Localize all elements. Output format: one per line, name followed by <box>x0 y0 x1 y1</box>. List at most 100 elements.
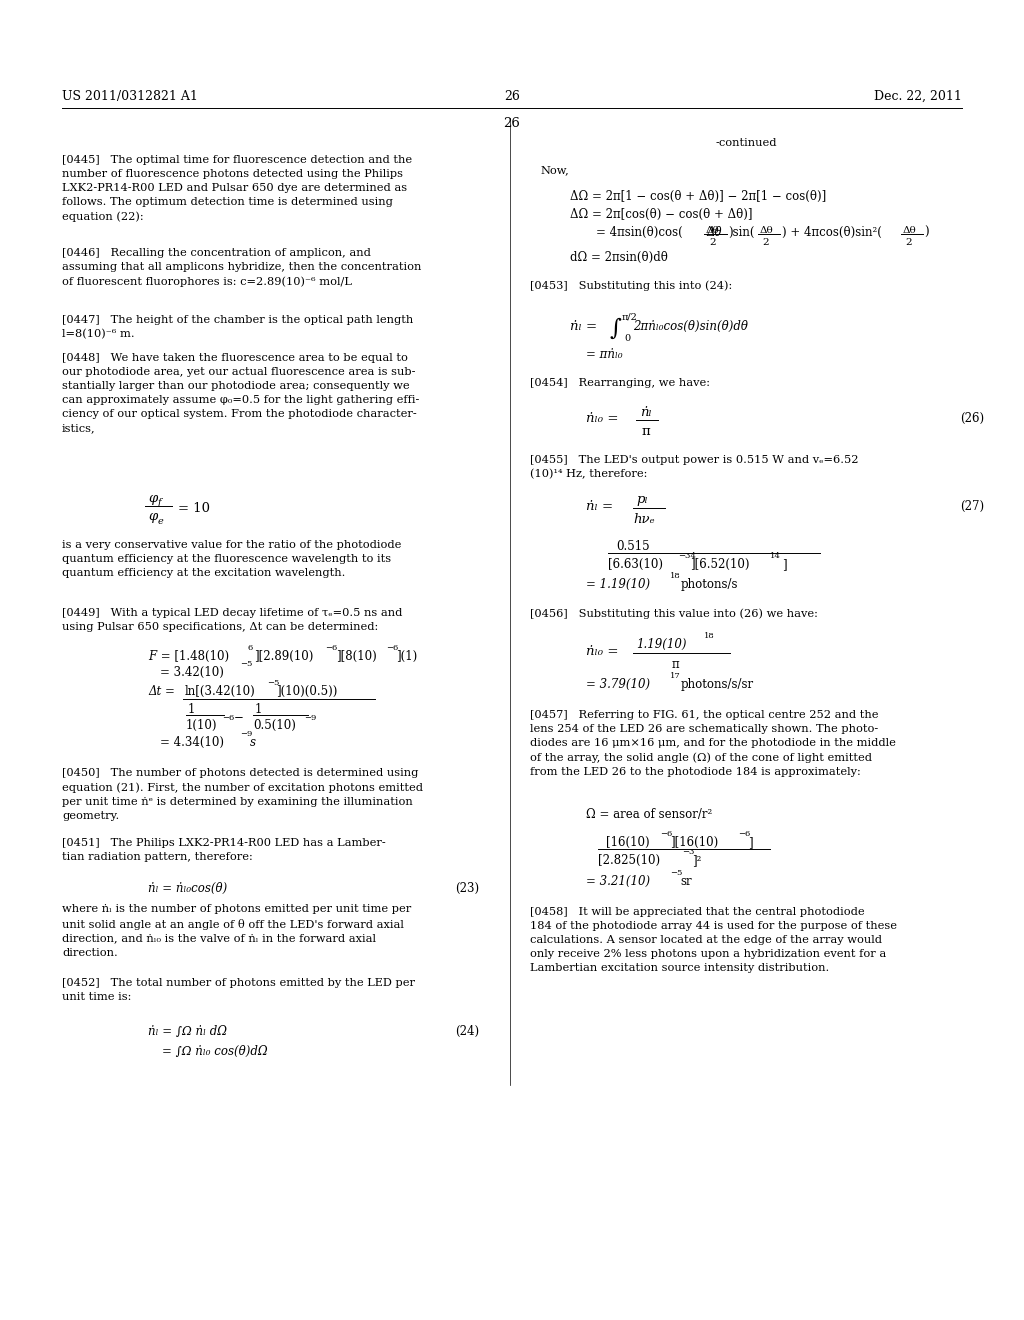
Text: (23): (23) <box>455 882 479 895</box>
Text: Ω = area of sensor/r²: Ω = area of sensor/r² <box>586 808 713 821</box>
Text: e: e <box>158 517 164 525</box>
Text: ṅₗ = ∫Ω ṅₗ dΩ: ṅₗ = ∫Ω ṅₗ dΩ <box>148 1026 227 1038</box>
Text: [0457]   Referring to FIG. 61, the optical centre 252 and the
lens 254 of the LE: [0457] Referring to FIG. 61, the optical… <box>530 710 896 777</box>
Text: [0450]   The number of photons detected is determined using
equation (21). First: [0450] The number of photons detected is… <box>62 768 423 821</box>
Text: π: π <box>672 657 680 671</box>
Text: [0447]   The height of the chamber is the optical path length
l=8(10)⁻⁶ m.: [0447] The height of the chamber is the … <box>62 315 414 339</box>
Text: [0449]   With a typical LED decay lifetime of τₑ=0.5 ns and
using Pulsar 650 spe: [0449] With a typical LED decay lifetime… <box>62 609 402 632</box>
Text: 14: 14 <box>770 552 781 560</box>
Text: 2: 2 <box>762 238 769 247</box>
Text: ṅₗ = ṅₗ₀cos(θ): ṅₗ = ṅₗ₀cos(θ) <box>148 882 227 895</box>
Text: = 10: = 10 <box>178 502 210 515</box>
Text: 1: 1 <box>255 704 262 715</box>
Text: (27): (27) <box>961 500 984 513</box>
Text: ): ) <box>924 226 929 239</box>
Text: hνₑ: hνₑ <box>633 513 654 525</box>
Text: [0452]   The total number of photons emitted by the LED per
unit time is:: [0452] The total number of photons emitt… <box>62 978 415 1002</box>
Text: [0456]   Substituting this value into (26) we have:: [0456] Substituting this value into (26)… <box>530 609 818 619</box>
Text: ṅₗ₀ =: ṅₗ₀ = <box>586 645 618 657</box>
Text: [0445]   The optimal time for fluorescence detection and the
number of fluoresce: [0445] The optimal time for fluorescence… <box>62 154 412 222</box>
Text: sr: sr <box>680 875 691 888</box>
Text: 26: 26 <box>504 117 520 129</box>
Text: = 3.42(10): = 3.42(10) <box>160 667 224 678</box>
Text: f: f <box>158 498 162 507</box>
Text: ΔΩ = 2π[cos(θ) − cos(θ + Δθ)]: ΔΩ = 2π[cos(θ) − cos(θ + Δθ)] <box>570 209 753 220</box>
Text: 1(10): 1(10) <box>186 719 217 733</box>
Text: ](1): ](1) <box>396 649 417 663</box>
Text: 0.5(10): 0.5(10) <box>253 719 296 733</box>
Text: photons/s/sr: photons/s/sr <box>681 678 754 690</box>
Text: 18: 18 <box>705 632 715 640</box>
Text: 0: 0 <box>624 334 630 343</box>
Text: ][8(10): ][8(10) <box>336 649 377 663</box>
Text: (24): (24) <box>455 1026 479 1038</box>
Text: ΔΩ = 2π[1 − cos(θ + Δθ)] − 2π[1 − cos(θ)]: ΔΩ = 2π[1 − cos(θ + Δθ)] − 2π[1 − cos(θ)… <box>570 190 826 203</box>
Text: [6.63(10): [6.63(10) <box>608 558 663 572</box>
Text: = 3.21(10): = 3.21(10) <box>586 875 650 888</box>
Text: [0454]   Rearranging, we have:: [0454] Rearranging, we have: <box>530 378 710 388</box>
Text: −3: −3 <box>682 847 694 855</box>
Text: Δθ: Δθ <box>706 226 722 239</box>
Text: −6: −6 <box>738 830 751 838</box>
Text: ṅₗ =: ṅₗ = <box>586 500 613 513</box>
Text: φ: φ <box>148 492 158 506</box>
Text: Now,: Now, <box>540 165 568 176</box>
Text: [0451]   The Philips LXK2-PR14-R00 LED has a Lamber-
tian radiation pattern, the: [0451] The Philips LXK2-PR14-R00 LED has… <box>62 838 386 862</box>
Text: = 3.79(10): = 3.79(10) <box>586 678 650 690</box>
Text: ṅₗ: ṅₗ <box>640 407 651 418</box>
Text: (26): (26) <box>961 412 984 425</box>
Text: [0458]   It will be appreciated that the central photodiode
184 of the photodiod: [0458] It will be appreciated that the c… <box>530 907 897 973</box>
Text: 0.515: 0.515 <box>616 540 649 553</box>
Text: [0453]   Substituting this into (24):: [0453] Substituting this into (24): <box>530 280 732 290</box>
Text: φ: φ <box>148 510 158 523</box>
Text: = ∫Ω ṅₗ₀ cos(θ)dΩ: = ∫Ω ṅₗ₀ cos(θ)dΩ <box>162 1045 267 1059</box>
Text: [16(10): [16(10) <box>606 836 649 849</box>
Text: Δt =: Δt = <box>148 685 175 698</box>
Text: s: s <box>250 737 256 748</box>
Text: −9: −9 <box>240 730 252 738</box>
Text: −6: −6 <box>325 644 337 652</box>
Text: = 1.19(10): = 1.19(10) <box>586 578 650 591</box>
Text: [2.825(10): [2.825(10) <box>598 854 660 867</box>
Text: ]²: ]² <box>692 854 701 867</box>
Text: 1: 1 <box>188 704 196 715</box>
Text: ][2.89(10): ][2.89(10) <box>254 649 313 663</box>
Text: ṅₗ₀ =: ṅₗ₀ = <box>586 412 618 425</box>
Text: 18: 18 <box>670 572 681 579</box>
Text: ]: ] <box>782 558 786 572</box>
Text: where ṅₗ is the number of photons emitted per unit time per
unit solid angle at : where ṅₗ is the number of photons emitte… <box>62 904 412 957</box>
Text: −5: −5 <box>670 869 682 876</box>
Text: ](10)(0.5)): ](10)(0.5)) <box>276 685 337 698</box>
Text: F: F <box>148 649 156 663</box>
Text: −34: −34 <box>678 552 696 560</box>
Text: −6: −6 <box>660 830 672 838</box>
Text: ∫: ∫ <box>610 318 622 341</box>
Text: π: π <box>642 425 650 438</box>
Text: −5: −5 <box>240 660 252 668</box>
Text: 1.19(10): 1.19(10) <box>636 638 686 651</box>
Text: π/2: π/2 <box>622 312 638 321</box>
Text: )sin(: )sin( <box>728 226 755 239</box>
Text: −: − <box>234 710 244 723</box>
Text: 26: 26 <box>504 90 520 103</box>
Text: −6: −6 <box>222 714 234 722</box>
Text: −9: −9 <box>304 714 316 722</box>
Text: Δθ: Δθ <box>760 226 774 235</box>
Text: 2: 2 <box>709 238 716 247</box>
Text: ]: ] <box>748 836 753 849</box>
Text: [0455]   The LED's output power is 0.515 W and vₑ=6.52
(10)¹⁴ Hz, therefore:: [0455] The LED's output power is 0.515 W… <box>530 455 858 479</box>
Text: US 2011/0312821 A1: US 2011/0312821 A1 <box>62 90 198 103</box>
Text: = 4.34(10): = 4.34(10) <box>160 737 224 748</box>
Text: 2πṅₗ₀cos(θ)sin(θ)dθ: 2πṅₗ₀cos(θ)sin(θ)dθ <box>633 319 748 333</box>
Text: pₗ: pₗ <box>636 492 648 506</box>
Text: 17: 17 <box>670 672 681 680</box>
Text: 2: 2 <box>905 238 911 247</box>
Text: [0448]   We have taken the fluorescence area to be equal to
our photodiode area,: [0448] We have taken the fluorescence ar… <box>62 352 420 433</box>
Text: -continued: -continued <box>715 139 777 148</box>
Text: ṅₗ =: ṅₗ = <box>570 319 597 333</box>
Text: = [1.48(10): = [1.48(10) <box>157 649 229 663</box>
Text: Δθ: Δθ <box>903 226 916 235</box>
Text: is a very conservative value for the ratio of the photodiode
quantum efficiency : is a very conservative value for the rat… <box>62 540 401 578</box>
Text: Dec. 22, 2011: Dec. 22, 2011 <box>874 90 962 103</box>
Text: ) + 4πcos(θ)sin²(: ) + 4πcos(θ)sin²( <box>782 226 882 239</box>
